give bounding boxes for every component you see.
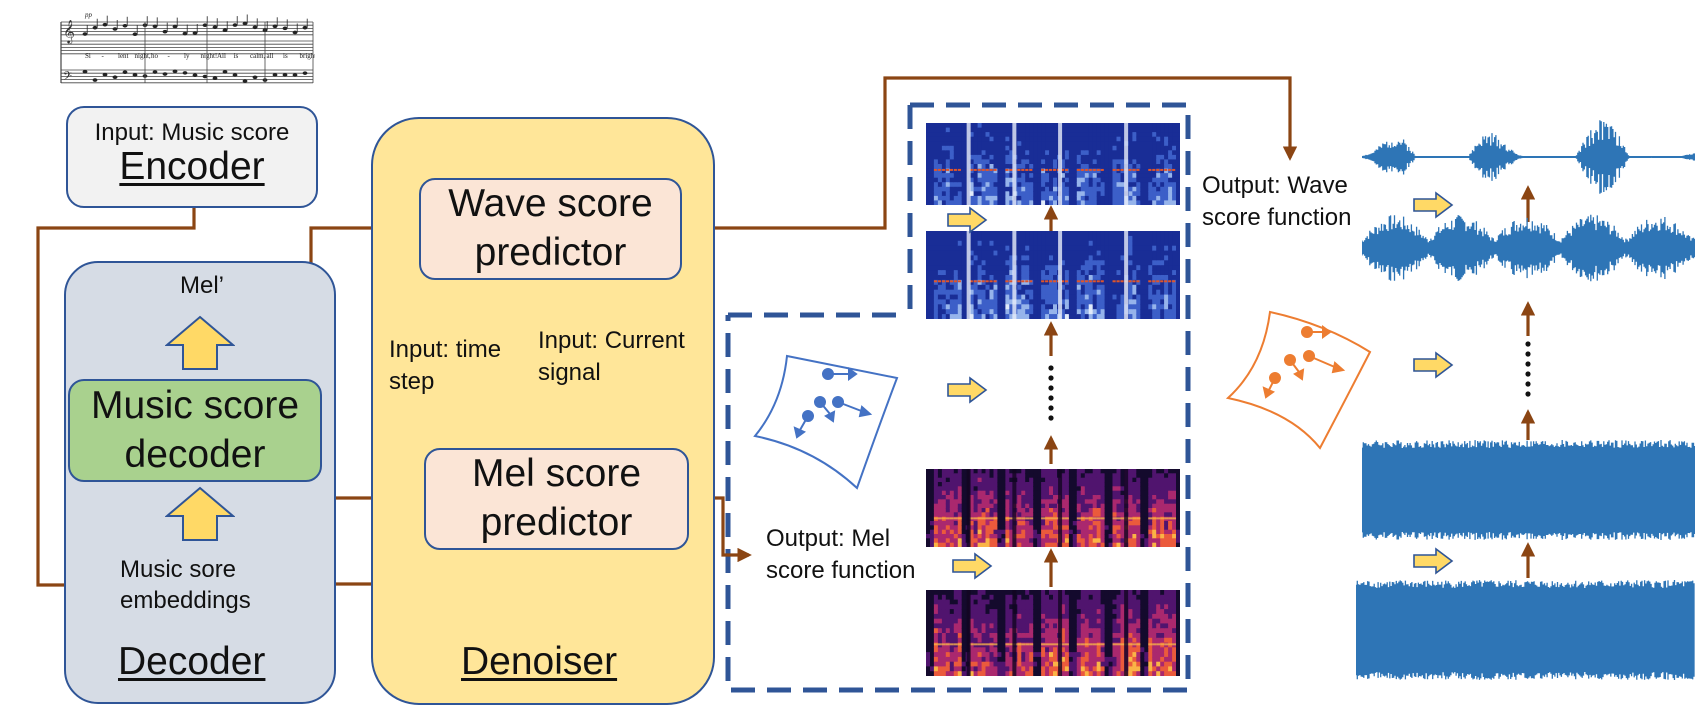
lyric-syllable: ho bbox=[151, 52, 159, 60]
encoder-title: Encoder bbox=[119, 145, 265, 188]
lyric-syllable: is bbox=[234, 52, 239, 60]
lyric-syllable: Si bbox=[85, 52, 91, 60]
lyric-syllable: ly bbox=[184, 52, 190, 60]
spectrogram-magma-1 bbox=[926, 469, 1180, 547]
lyric-syllable: lent bbox=[118, 52, 129, 60]
input-time-step-label: Input: time step bbox=[389, 336, 502, 396]
arrow-right-icon-1 bbox=[947, 206, 988, 234]
arrow-right-icon-3 bbox=[952, 552, 993, 580]
mel-output-dashed-box bbox=[725, 102, 1191, 693]
lyric-syllable: night, bbox=[135, 52, 151, 60]
waveform-partial bbox=[1362, 214, 1695, 282]
spectrogram-blue-1 bbox=[926, 123, 1180, 205]
wave-predictor-to-output-wire bbox=[682, 76, 1298, 230]
lyric-syllable: is bbox=[283, 52, 288, 60]
encoder-to-embeddings-wire bbox=[36, 208, 196, 593]
spectrogram-magma-2 bbox=[926, 590, 1180, 676]
output-wave-label: Output: Wave score function bbox=[1202, 172, 1352, 232]
lyric-syllable: night! bbox=[201, 52, 218, 60]
waveform-clean bbox=[1362, 120, 1695, 194]
mel-prime-label: Mel’ bbox=[180, 272, 225, 299]
wave-score-predictor-label: Wave score predictor bbox=[448, 182, 653, 274]
input-current-signal-label: Input: Current signal bbox=[538, 327, 685, 387]
vector-field-icon-orange bbox=[1225, 310, 1372, 450]
spectrogram-blue-2 bbox=[926, 231, 1180, 319]
lyric-syllable: bright, bbox=[300, 52, 316, 60]
output-mel-label: Output: Mel score function bbox=[766, 525, 916, 585]
embeddings-label: Music sore embeddings bbox=[120, 556, 251, 615]
dynamic-marking: pp bbox=[84, 11, 93, 19]
up-arrow-icon-2 bbox=[165, 486, 235, 541]
music-score-image: pp Si - lent night, ho - ly night! All is calm, all… bbox=[60, 11, 316, 86]
lyric-syllable: calm, bbox=[250, 52, 266, 60]
music-score-decoder-box: Music score decoder bbox=[68, 379, 322, 482]
ellipsis-icon-mel bbox=[1048, 365, 1054, 421]
encoder-box: Input: Music score Encoder bbox=[66, 106, 318, 208]
encoder-input-label: Input: Music score bbox=[94, 119, 290, 146]
waveform-noise-2 bbox=[1356, 580, 1695, 680]
mel-score-predictor-label: Mel score predictor bbox=[471, 452, 642, 544]
decoder-title: Decoder bbox=[118, 640, 266, 683]
music-score-decoder-label: Music score decoder bbox=[90, 383, 300, 476]
svg-text:𝄞: 𝄞 bbox=[63, 19, 75, 44]
waveform-noise-1 bbox=[1362, 440, 1695, 540]
lyric-syllable: - bbox=[168, 52, 171, 60]
up-arrow-icon-1 bbox=[165, 315, 235, 370]
mel-score-predictor-box: Mel score predictor bbox=[424, 448, 689, 550]
svg-text:𝄢: 𝄢 bbox=[63, 70, 72, 86]
vector-field-icon-blue bbox=[753, 354, 899, 490]
denoiser-title: Denoiser bbox=[461, 640, 618, 683]
arrow-right-icon-4 bbox=[1413, 191, 1454, 219]
lyric-syllable: all bbox=[267, 52, 274, 60]
arrow-right-icon-6 bbox=[1413, 547, 1454, 575]
lyric-syllable: All bbox=[217, 52, 226, 60]
lyric-syllable: - bbox=[102, 52, 105, 60]
arrow-right-icon-2 bbox=[947, 376, 988, 404]
ellipsis-icon-wave bbox=[1525, 341, 1531, 397]
wave-score-predictor-box: Wave score predictor bbox=[419, 178, 682, 280]
arrow-right-icon-5 bbox=[1413, 351, 1454, 379]
